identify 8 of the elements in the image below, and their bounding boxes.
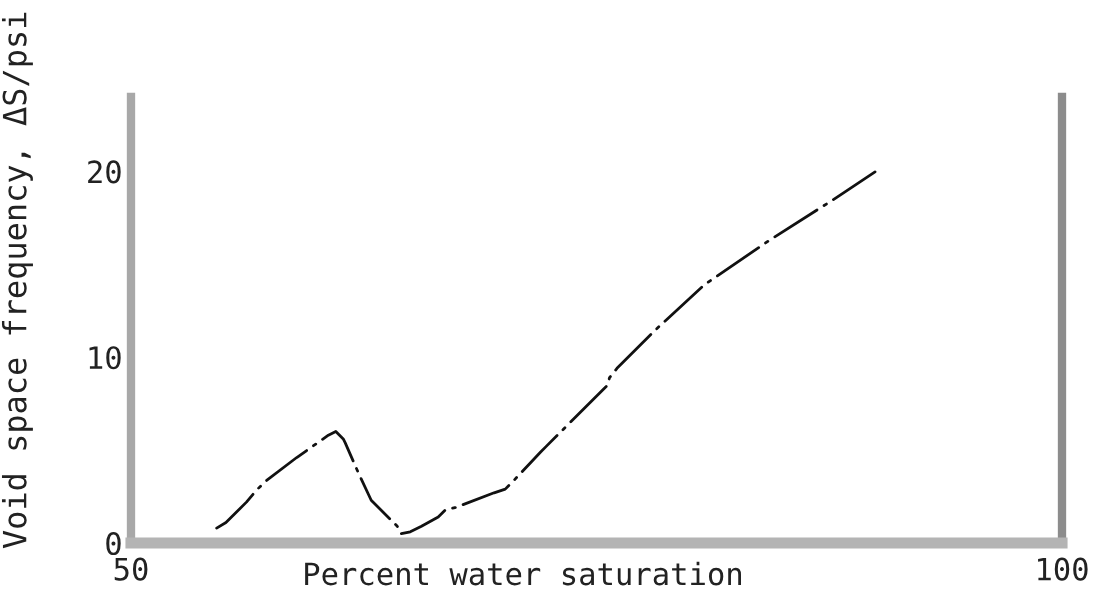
- y-tick-label: 0: [106, 532, 121, 556]
- y-tick-label: 10: [89, 346, 121, 370]
- y-tick-label: 20: [88, 160, 121, 184]
- x-axis-title: Percent water saturation: [305, 561, 741, 586]
- line-series: [215, 169, 878, 536]
- x-tick-label: 100: [1038, 557, 1088, 581]
- y-axis-title: Void space frequency, ΔS/psi: [1, 12, 33, 549]
- x-tick-label: 50: [114, 557, 148, 581]
